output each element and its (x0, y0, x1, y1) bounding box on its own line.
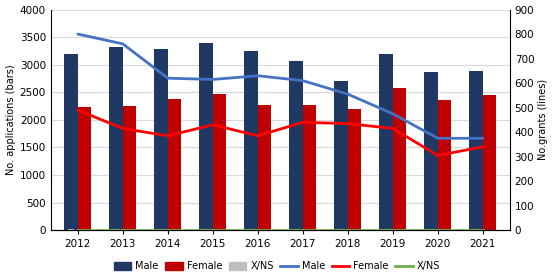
Bar (469, 71, 483, 230)
Bar (383, 229, 389, 230)
Bar (424, 73, 438, 230)
Bar (158, 229, 165, 230)
Bar (155, 49, 168, 230)
Bar (64, 54, 78, 230)
Legend: Male, Female, X/NS, Male, Female, X/NS: Male, Female, X/NS, Male, Female, X/NS (110, 257, 444, 275)
Bar (338, 229, 345, 230)
Bar (203, 229, 209, 230)
Bar (213, 94, 227, 230)
Bar (112, 229, 120, 230)
Bar (248, 229, 254, 230)
Y-axis label: No. applications (bars): No. applications (bars) (6, 65, 16, 175)
Bar (303, 105, 316, 230)
Y-axis label: No.grants (lines): No.grants (lines) (538, 79, 548, 160)
Bar (473, 229, 479, 230)
Bar (393, 88, 406, 230)
Bar (293, 229, 299, 230)
Bar (68, 229, 74, 230)
Bar (428, 229, 434, 230)
Bar (483, 95, 496, 230)
Bar (289, 61, 303, 230)
Bar (258, 105, 271, 230)
Bar (438, 100, 452, 230)
Bar (199, 43, 213, 230)
Bar (334, 81, 348, 230)
Bar (78, 107, 91, 230)
Bar (123, 106, 136, 230)
Bar (379, 54, 393, 230)
Bar (348, 109, 361, 230)
Bar (244, 52, 258, 230)
Bar (168, 99, 181, 230)
Bar (109, 47, 123, 230)
